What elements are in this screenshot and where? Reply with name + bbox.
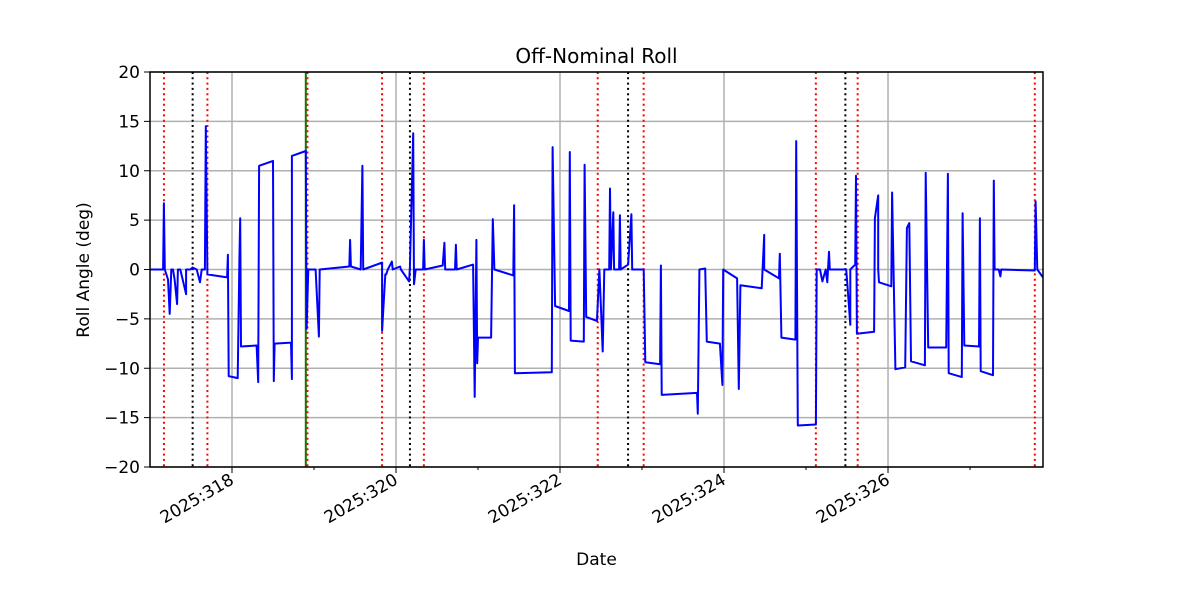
- x-tick-label: 2025:320: [321, 470, 402, 528]
- y-tick-label: 20: [118, 63, 140, 83]
- y-tick-label: 15: [118, 112, 140, 132]
- y-axis: −20 −15 −10 −5 0 5 10 15 20: [104, 63, 150, 478]
- x-axis-label: Date: [576, 550, 617, 570]
- y-tick-label: 0: [129, 261, 140, 281]
- y-tick-label: −20: [104, 458, 140, 478]
- y-axis-label: Roll Angle (deg): [74, 202, 94, 337]
- roll-series-line: [150, 125, 1043, 427]
- y-tick-label: −10: [104, 359, 140, 379]
- x-tick-label: 2025:318: [157, 470, 238, 528]
- y-tick-label: 5: [129, 211, 140, 231]
- x-tick-label: 2025:324: [649, 470, 730, 528]
- x-axis: 2025:318 2025:320 2025:322 2025:324 2025:326: [157, 467, 971, 528]
- y-tick-label: −15: [104, 409, 140, 429]
- x-tick-label: 2025:326: [813, 470, 894, 528]
- chart-title: Off-Nominal Roll: [515, 44, 677, 68]
- x-tick-label: 2025:322: [485, 470, 566, 528]
- y-tick-label: 10: [118, 162, 140, 182]
- y-tick-label: −5: [115, 310, 140, 330]
